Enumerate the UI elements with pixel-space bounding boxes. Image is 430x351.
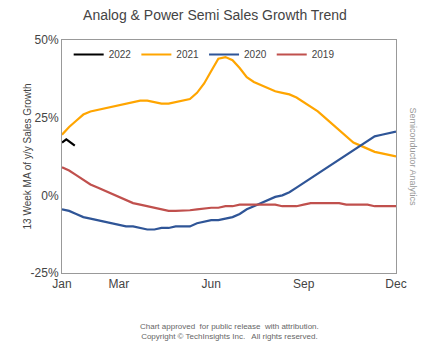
svg-text:2019: 2019 — [312, 49, 335, 60]
svg-text:2021: 2021 — [176, 49, 199, 60]
svg-text:Dec: Dec — [385, 277, 406, 291]
svg-text:Sep: Sep — [293, 277, 315, 291]
svg-text:0%: 0% — [41, 189, 59, 203]
svg-text:Chart approved for public rel: Chart approved for public release with a… — [140, 322, 319, 341]
svg-text:2022: 2022 — [109, 49, 132, 60]
svg-text:Semiconductor Analytics: Semiconductor Analytics — [408, 107, 418, 206]
svg-text:Mar: Mar — [109, 277, 130, 291]
svg-text:50%: 50% — [35, 33, 59, 47]
svg-text:-25%: -25% — [31, 266, 59, 280]
svg-text:Analog & Power Semi Sales Grow: Analog & Power Semi Sales Growth Trend — [83, 7, 347, 23]
svg-text:25%: 25% — [35, 111, 59, 125]
svg-text:Jun: Jun — [202, 277, 221, 291]
svg-text:13 Week MA of y/y Sales Growth: 13 Week MA of y/y Sales Growth — [22, 84, 33, 230]
svg-text:2020: 2020 — [244, 49, 267, 60]
svg-text:Jan: Jan — [52, 277, 71, 291]
